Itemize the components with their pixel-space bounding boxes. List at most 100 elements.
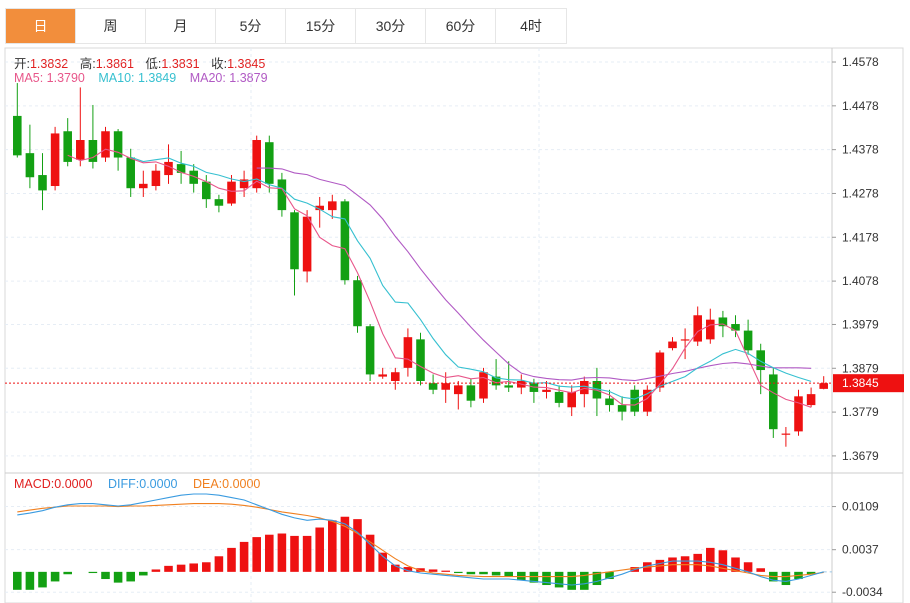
open-value: 1.3832 bbox=[29, 57, 69, 71]
candle-body-62 bbox=[794, 396, 803, 432]
candle-body-8 bbox=[113, 131, 123, 158]
macd-tick-label-0: 0.0109 bbox=[842, 500, 879, 514]
candle-body-0 bbox=[13, 115, 22, 156]
macd-bar-38 bbox=[491, 571, 501, 576]
macd-bar-32 bbox=[416, 568, 425, 572]
candle-body-52 bbox=[668, 341, 677, 349]
macd-bar-43 bbox=[554, 571, 564, 588]
macd-bar-34 bbox=[441, 570, 450, 572]
macd-bar-36 bbox=[466, 571, 476, 575]
tab-7[interactable]: 4时 bbox=[520, 18, 542, 34]
close-label: 收: bbox=[211, 57, 228, 71]
macd-bar-47 bbox=[605, 571, 614, 580]
candle-body-58 bbox=[743, 330, 753, 351]
macd-legend-macd: MACD:0.0000 bbox=[14, 477, 93, 491]
tab-1[interactable]: 周 bbox=[76, 9, 146, 43]
macd-bar-19 bbox=[252, 537, 261, 572]
candle-body-61 bbox=[781, 433, 791, 435]
close-value: 1.3845 bbox=[227, 57, 266, 71]
candle-body-22 bbox=[290, 212, 299, 270]
candle-body-4 bbox=[63, 131, 72, 162]
candle-body-48 bbox=[617, 405, 627, 412]
price-tick-label-4: 1.4178 bbox=[842, 230, 879, 244]
current-price-tag bbox=[833, 374, 904, 393]
ma5-legend: MA5: 1.3790 bbox=[14, 71, 85, 85]
candle-body-44 bbox=[567, 391, 576, 408]
tab-5[interactable]: 30分 bbox=[356, 9, 426, 43]
macd-bar-63 bbox=[806, 571, 816, 575]
macd-bar-29 bbox=[378, 552, 387, 572]
candle-body-28 bbox=[365, 326, 375, 375]
macd-bar-10 bbox=[139, 571, 148, 576]
candle-body-50 bbox=[643, 389, 652, 412]
macd-bar-61 bbox=[781, 571, 791, 586]
price-tick-label-1: 1.4478 bbox=[842, 99, 879, 113]
candle-body-2 bbox=[38, 175, 47, 191]
macd-bar-22 bbox=[290, 535, 299, 572]
macd-bar-25 bbox=[328, 520, 337, 572]
macd-bar-14 bbox=[189, 563, 198, 572]
price-tick-label-2: 1.4378 bbox=[842, 143, 879, 157]
tab-3[interactable]: 5分 bbox=[216, 9, 286, 43]
candle-body-32 bbox=[416, 339, 425, 381]
candle-body-7 bbox=[101, 131, 110, 158]
candle-body-55 bbox=[706, 319, 715, 340]
candle-body-36 bbox=[466, 385, 476, 401]
macd-bar-54 bbox=[693, 553, 702, 572]
macd-bar-3 bbox=[50, 571, 60, 582]
macd-bar-42 bbox=[542, 571, 551, 586]
candle-body-26 bbox=[340, 201, 350, 281]
ma10-line bbox=[130, 156, 812, 400]
macd-bar-31 bbox=[403, 567, 413, 572]
candle-body-29 bbox=[378, 374, 387, 377]
macd-bar-45 bbox=[580, 571, 589, 590]
chart-frame bbox=[4, 47, 904, 603]
macd-bar-18 bbox=[239, 541, 249, 572]
tab-2[interactable]: 月 bbox=[146, 9, 216, 43]
candle-body-3 bbox=[50, 133, 60, 187]
price-tick-label-3: 1.4278 bbox=[842, 186, 879, 200]
macd-bar-40 bbox=[517, 571, 526, 581]
candle-body-59 bbox=[756, 350, 765, 371]
tab-0[interactable]: 日 bbox=[6, 9, 76, 43]
candle-body-38 bbox=[491, 376, 501, 386]
macd-bar-37 bbox=[479, 571, 488, 575]
macd-bar-58 bbox=[743, 562, 753, 572]
macd-tick-label-1: 0.0037 bbox=[842, 543, 879, 557]
candle-body-27 bbox=[353, 280, 362, 327]
candle-body-13 bbox=[176, 164, 186, 173]
high-value: 1.3861 bbox=[95, 57, 134, 71]
candle-body-12 bbox=[164, 161, 173, 176]
candle-body-54 bbox=[693, 315, 702, 342]
macd-tick-label-2: -0.0034 bbox=[842, 585, 883, 599]
candle-body-14 bbox=[189, 170, 198, 184]
low-value: 1.3831 bbox=[161, 57, 200, 71]
macd-bar-1 bbox=[25, 571, 35, 590]
candle-body-20 bbox=[265, 142, 274, 184]
macd-bar-59 bbox=[756, 568, 765, 572]
tab-6[interactable]: 60分 bbox=[426, 9, 496, 43]
candle-body-1 bbox=[25, 153, 35, 178]
macd-bar-41 bbox=[529, 571, 539, 583]
candle-body-49 bbox=[630, 389, 639, 412]
macd-bar-26 bbox=[340, 516, 350, 572]
candle-body-60 bbox=[769, 374, 778, 430]
candle-body-17 bbox=[227, 181, 236, 204]
tab-4[interactable]: 15分 bbox=[286, 9, 356, 43]
macd-bar-17 bbox=[227, 547, 236, 572]
candle-body-19 bbox=[252, 140, 261, 189]
high-label: 高: bbox=[79, 57, 96, 71]
candle-body-34 bbox=[441, 383, 450, 390]
candle-body-35 bbox=[454, 385, 463, 395]
candle-body-37 bbox=[479, 372, 488, 399]
candle-body-43 bbox=[554, 391, 564, 403]
candle-body-30 bbox=[391, 372, 400, 381]
macd-bar-16 bbox=[214, 556, 224, 572]
macd-bar-15 bbox=[202, 562, 211, 572]
macd-bar-23 bbox=[302, 535, 312, 572]
candle-body-11 bbox=[151, 170, 161, 187]
open-label: 开: bbox=[14, 57, 30, 71]
macd-legend-dea: DEA:0.0000 bbox=[192, 477, 261, 491]
macd-bar-55 bbox=[706, 547, 715, 572]
